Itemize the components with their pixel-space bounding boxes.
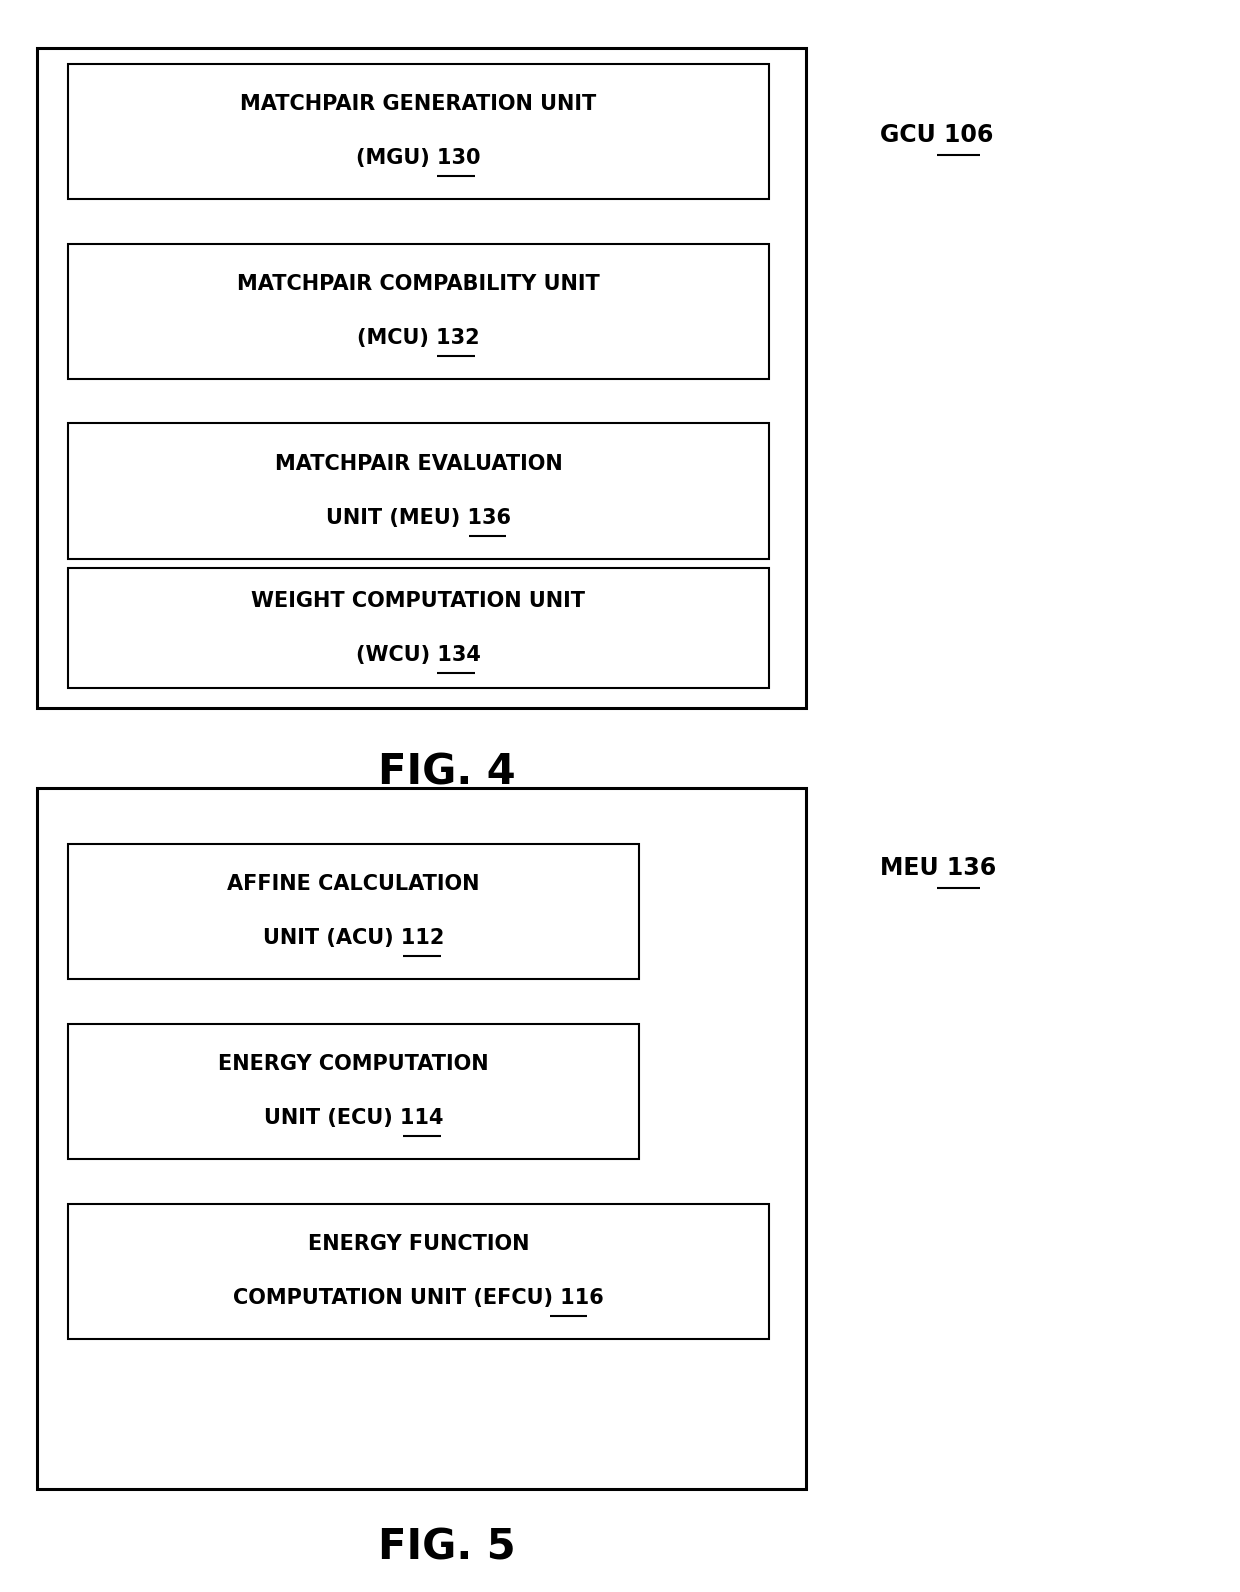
Text: UNIT (ACU) 112: UNIT (ACU) 112 xyxy=(263,928,444,949)
Bar xyxy=(37,788,806,1489)
Text: MEU 136: MEU 136 xyxy=(880,855,997,880)
Text: MATCHPAIR COMPABILITY UNIT: MATCHPAIR COMPABILITY UNIT xyxy=(237,274,600,295)
Text: MATCHPAIR EVALUATION: MATCHPAIR EVALUATION xyxy=(274,454,563,474)
Text: MATCHPAIR GENERATION UNIT: MATCHPAIR GENERATION UNIT xyxy=(241,94,596,115)
Bar xyxy=(68,64,769,199)
Bar xyxy=(68,1024,639,1159)
Bar xyxy=(68,568,769,688)
Bar xyxy=(68,844,639,979)
Text: AFFINE CALCULATION: AFFINE CALCULATION xyxy=(227,874,480,895)
Text: COMPUTATION UNIT (EFCU) 116: COMPUTATION UNIT (EFCU) 116 xyxy=(233,1288,604,1309)
Text: (MCU) 132: (MCU) 132 xyxy=(357,328,480,349)
Text: UNIT (MEU) 136: UNIT (MEU) 136 xyxy=(326,508,511,529)
Bar xyxy=(37,48,806,708)
Text: (MGU) 130: (MGU) 130 xyxy=(356,148,481,169)
Text: (WCU) 134: (WCU) 134 xyxy=(356,645,481,665)
Text: FIG. 4: FIG. 4 xyxy=(378,751,515,793)
Text: WEIGHT COMPUTATION UNIT: WEIGHT COMPUTATION UNIT xyxy=(252,591,585,611)
Text: FIG. 5: FIG. 5 xyxy=(378,1527,515,1568)
Bar xyxy=(68,244,769,379)
Text: ENERGY COMPUTATION: ENERGY COMPUTATION xyxy=(218,1054,489,1075)
Text: GCU 106: GCU 106 xyxy=(880,123,993,148)
Text: ENERGY FUNCTION: ENERGY FUNCTION xyxy=(308,1234,529,1254)
Bar xyxy=(68,423,769,559)
Bar xyxy=(68,1204,769,1339)
Text: UNIT (ECU) 114: UNIT (ECU) 114 xyxy=(264,1108,443,1129)
